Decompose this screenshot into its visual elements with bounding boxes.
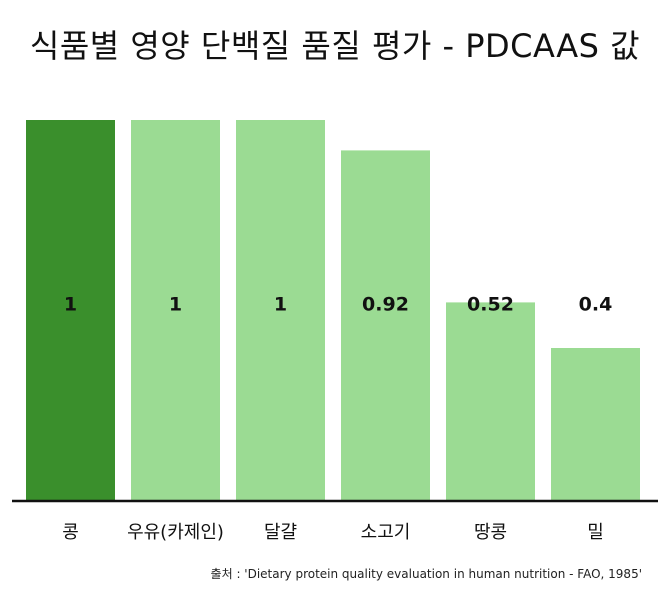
- bar-4: [341, 150, 430, 500]
- bar-value-label: 1: [169, 294, 182, 316]
- source-note: 출처 : 'Dietary protein quality evaluation…: [210, 567, 642, 581]
- category-tick-label: 달걀: [264, 522, 297, 543]
- bar-value-label: 0.52: [467, 294, 514, 316]
- chart-title: 식품별 영양 단백질 품질 평가 - PDCAAS 값: [29, 27, 641, 65]
- bar-value-label: 0.92: [362, 294, 409, 316]
- bar-value-label: 1: [274, 294, 287, 316]
- value-labels-layer: 1 1 1 0.92 0.52 0.4: [64, 294, 612, 316]
- category-tick-label: 소고기: [361, 522, 411, 543]
- bars-layer: [26, 120, 640, 500]
- category-tick-label: 우유(카제인): [127, 522, 224, 543]
- category-labels-layer: 콩 우유(카제인) 달걀 소고기 땅콩 밀: [62, 522, 604, 543]
- bar-3: [236, 120, 325, 500]
- category-tick-label: 밀: [587, 522, 604, 543]
- bar-chart: 1 1 1 0.92 0.52 0.4 콩 우유(카제인) 달걀 소고기 땅콩 밀: [12, 120, 658, 543]
- bar-value-label: 1: [64, 294, 77, 316]
- category-tick-label: 땅콩: [474, 522, 507, 543]
- bar-2: [131, 120, 220, 500]
- bar-5: [446, 302, 535, 500]
- bar-1: [26, 120, 115, 500]
- bar-6: [551, 348, 640, 500]
- category-tick-label: 콩: [62, 522, 79, 543]
- bar-value-label: 0.4: [579, 294, 613, 316]
